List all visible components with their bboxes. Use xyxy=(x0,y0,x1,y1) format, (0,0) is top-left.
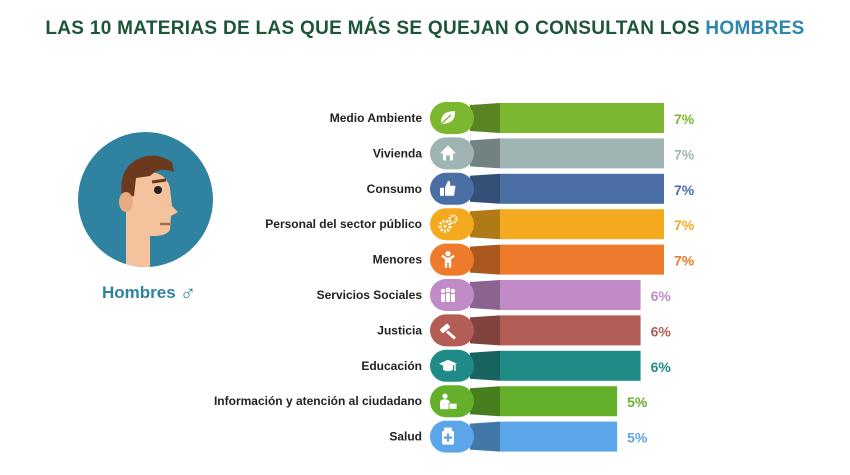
chart-row: Medio Ambiente 7% xyxy=(330,102,695,134)
bar xyxy=(500,280,641,310)
chart-row: Servicios Sociales 6% xyxy=(317,279,672,311)
bar-ribbon xyxy=(470,315,500,346)
bar xyxy=(500,209,664,240)
icon-badge xyxy=(430,208,474,241)
tick-label: Personal del sector público xyxy=(265,217,422,231)
gears-icon xyxy=(438,214,458,233)
gender-label: Hombres ♂ xyxy=(102,280,196,306)
icon-badge xyxy=(430,385,474,418)
graduation-cap-icon xyxy=(439,359,457,372)
bar-ribbon xyxy=(470,138,500,169)
bar xyxy=(500,350,641,381)
bar-ribbon xyxy=(470,421,500,452)
bar-ribbon xyxy=(470,280,500,310)
bar xyxy=(500,103,664,133)
bar xyxy=(500,421,618,452)
chart-row: Justicia 6% xyxy=(377,314,672,347)
tick-label: Menores xyxy=(373,253,423,267)
icon-badge xyxy=(430,314,474,347)
title-highlight: HOMBRES xyxy=(705,18,805,39)
bar-ribbon xyxy=(470,103,500,133)
bar xyxy=(500,138,664,169)
tick-label: Consumo xyxy=(367,182,422,196)
data-label: 7% xyxy=(674,217,695,233)
male-symbol-icon: ♂ xyxy=(179,280,197,305)
child-icon xyxy=(441,251,455,268)
data-label: 6% xyxy=(651,323,672,339)
man-face-icon xyxy=(78,132,213,267)
bar xyxy=(500,315,641,346)
bar-ribbon xyxy=(470,173,500,204)
tick-label: Salud xyxy=(389,430,422,444)
info-person-icon xyxy=(440,393,458,410)
bar-ribbon xyxy=(470,386,500,417)
gender-text: Hombres xyxy=(102,283,176,302)
thumbs-up-icon xyxy=(440,180,456,196)
chart-row: Consumo 7% xyxy=(367,172,695,205)
data-label: 7% xyxy=(674,111,695,127)
leaf-icon xyxy=(440,111,456,125)
bar xyxy=(500,244,664,275)
data-label: 6% xyxy=(651,359,672,375)
gavel-icon xyxy=(439,323,456,340)
data-label: 7% xyxy=(674,182,695,198)
bar-ribbon xyxy=(470,209,500,240)
bar xyxy=(500,386,618,417)
house-icon xyxy=(440,145,456,161)
tick-label: Justicia xyxy=(377,323,422,337)
data-label: 5% xyxy=(627,394,648,410)
title-main: LAS 10 MATERIAS DE LAS QUE MÁS SE QUEJAN… xyxy=(45,18,700,39)
tick-label: Servicios Sociales xyxy=(317,288,423,302)
chart-title: LAS 10 MATERIAS DE LAS QUE MÁS SE QUEJAN… xyxy=(0,18,850,40)
data-label: 7% xyxy=(674,253,695,269)
tick-label: Vivienda xyxy=(373,146,422,160)
chart-row: Salud 5% xyxy=(389,420,648,453)
bar-ribbon xyxy=(470,244,500,275)
bar-ribbon xyxy=(470,350,500,381)
chart-row: Menores 7% xyxy=(373,243,695,276)
chart-row: Educación 6% xyxy=(361,349,672,382)
data-label: 6% xyxy=(651,288,672,304)
chart-row: Vivienda 7% xyxy=(373,137,695,170)
data-label: 5% xyxy=(627,430,648,446)
chart-row: Información y atención al ciudadano 5% xyxy=(214,385,648,418)
tick-label: Medio Ambiente xyxy=(330,111,423,125)
tick-label: Educación xyxy=(361,359,422,373)
tick-label: Información y atención al ciudadano xyxy=(214,394,422,408)
medicine-icon xyxy=(442,427,454,445)
chart-row: Personal del sector público 7% xyxy=(265,208,695,241)
icon-badge xyxy=(430,243,474,276)
bar xyxy=(500,173,664,204)
data-label: 7% xyxy=(674,146,695,162)
group-icon xyxy=(440,287,456,302)
